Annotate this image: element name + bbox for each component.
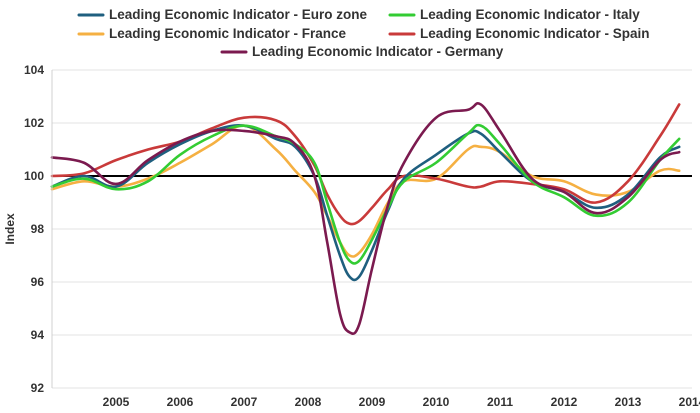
x-tick-label: 2011 [487,395,513,409]
legend-item-italy: Leading Economic Indicator - Italy [388,7,640,22]
legend-item-spain: Leading Economic Indicator - Spain [388,26,650,41]
legend-item-euro-zone: Leading Economic Indicator - Euro zone [77,7,368,22]
y-axis-title: Index [3,213,17,245]
legend-label-france: Leading Economic Indicator - France [109,26,347,41]
axes: 92 94 96 98 100 102 104 Index 2005 2006 2007 2008 20… [3,63,700,409]
grid-lines [52,69,692,389]
legend-label-spain: Leading Economic Indicator - Spain [420,26,650,41]
series-line-italy [50,123,681,265]
y-tick-label: 100 [24,169,44,183]
y-tick-label: 104 [24,63,44,77]
x-tick-label: 2008 [295,395,322,409]
y-tick-label: 92 [31,381,45,395]
x-tick-label: 2013 [615,395,642,409]
x-tick-label: 2012 [551,395,578,409]
x-tick-label: 2005 [103,395,130,409]
y-tick-label: 98 [31,222,45,236]
series-group [50,102,681,335]
y-tick-label: 96 [31,275,45,289]
x-tick-label: 2010 [423,395,450,409]
legend-label-italy: Leading Economic Indicator - Italy [420,7,640,22]
legend-item-france: Leading Economic Indicator - France [77,26,347,41]
x-tick-label: 2014 [679,395,700,409]
legend-label-euro-zone: Leading Economic Indicator - Euro zone [109,7,368,22]
x-tick-label: 2006 [167,395,194,409]
legend-label-germany: Leading Economic Indicator - Germany [252,44,504,59]
legend: Leading Economic Indicator - Euro zone Le… [77,7,650,59]
series-line-france [50,124,681,258]
y-tick-label: 94 [31,328,45,342]
series-line-germany [50,102,681,335]
legend-item-germany: Leading Economic Indicator - Germany [220,44,504,59]
y-tick-label: 102 [24,116,44,130]
x-tick-label: 2007 [231,395,258,409]
series-line-euro-zone [50,124,681,282]
x-tick-label: 2009 [359,395,386,409]
